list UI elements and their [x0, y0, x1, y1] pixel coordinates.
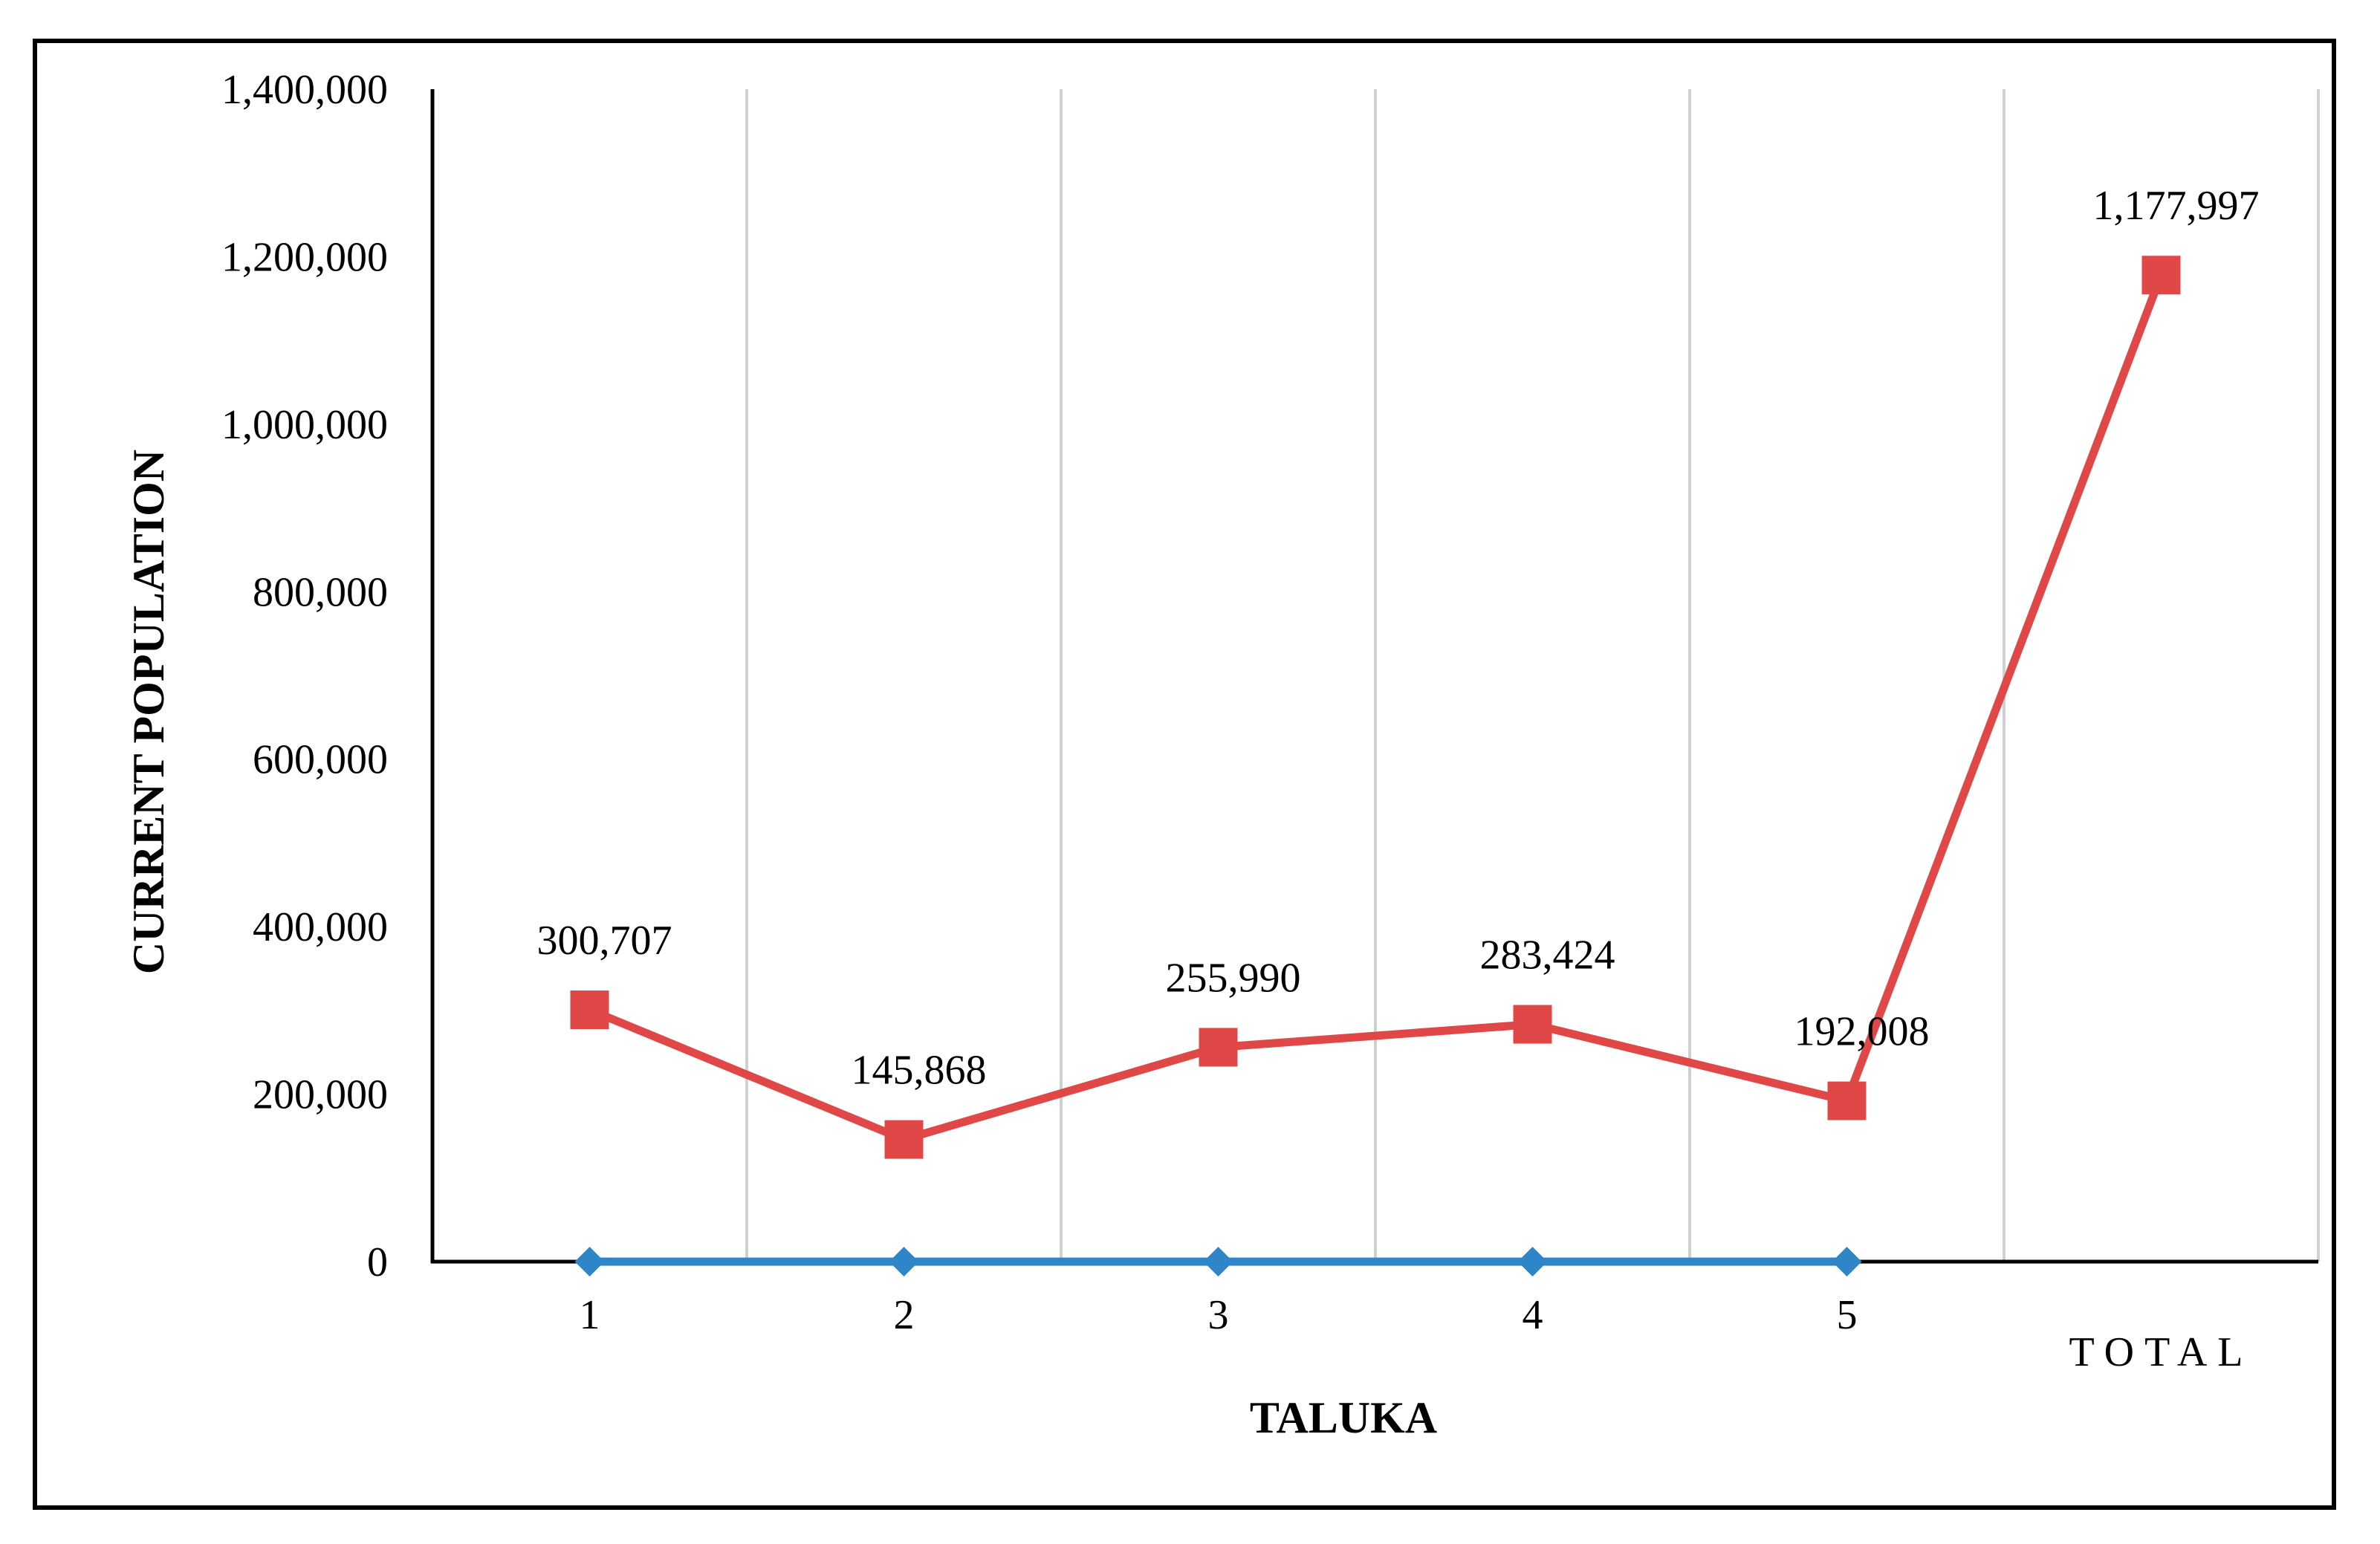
y-tick-label: 0: [367, 1239, 388, 1285]
y-tick-label: 400,000: [253, 904, 388, 950]
data-label: 192,008: [1794, 1009, 1930, 1055]
data-label: 1,177,997: [2093, 183, 2260, 229]
y-tick-label: 200,000: [253, 1072, 388, 1118]
y-tick-label: 600,000: [253, 737, 388, 783]
y-tick-label: 1,400,000: [221, 67, 388, 113]
data-point-marker-square: [1513, 1005, 1552, 1044]
x-tick-label: 5: [1837, 1292, 1858, 1338]
data-labels: 300,707 145,868 255,990 283,424 192,008 1,177…: [537, 183, 2260, 1093]
x-tick-labels: 1 2 3 4 5 TOTAL: [580, 1292, 2253, 1375]
data-point-marker-diamond: [574, 1247, 605, 1277]
x-axis-title: TALUKA: [1250, 1393, 1437, 1442]
data-label: 300,707: [537, 918, 672, 964]
x-tick-label: 2: [894, 1292, 915, 1338]
gridlines: [745, 89, 2320, 1262]
series: [570, 256, 2181, 1277]
line-chart: 0 200,000 400,000 600,000 800,000 1,000,000 1,…: [124, 67, 2320, 1442]
y-tick-label: 1,000,000: [221, 402, 388, 448]
data-point-marker-square: [1199, 1028, 1238, 1067]
y-tick-labels: 0 200,000 400,000 600,000 800,000 1,000,000 1,…: [221, 67, 388, 1285]
y-axis-title: CURRENT POPULATION: [124, 450, 173, 974]
data-label: 145,868: [852, 1048, 987, 1094]
data-point-marker-square: [884, 1120, 924, 1159]
data-point-marker-square: [2141, 256, 2181, 295]
data-point-marker-diamond: [1832, 1247, 1862, 1277]
y-tick-label: 1,200,000: [221, 234, 388, 280]
x-tick-label: TOTAL: [2069, 1329, 2253, 1375]
data-point-marker-diamond: [1517, 1247, 1548, 1277]
data-point-marker-square: [1827, 1081, 1867, 1120]
x-tick-label: 3: [1208, 1292, 1229, 1338]
data-label: 283,424: [1480, 932, 1615, 979]
chart-frame: 0 200,000 400,000 600,000 800,000 1,000,000 1,…: [33, 39, 2336, 1510]
y-tick-label: 800,000: [253, 569, 388, 615]
data-label: 255,990: [1166, 955, 1301, 1001]
data-point-marker-diamond: [1203, 1247, 1233, 1277]
series-line-2: [588, 273, 2165, 1144]
x-tick-label: 1: [580, 1292, 600, 1338]
x-tick-label: 4: [1523, 1292, 1543, 1338]
data-point-marker-diamond: [889, 1247, 919, 1277]
data-point-marker-square: [570, 990, 609, 1030]
